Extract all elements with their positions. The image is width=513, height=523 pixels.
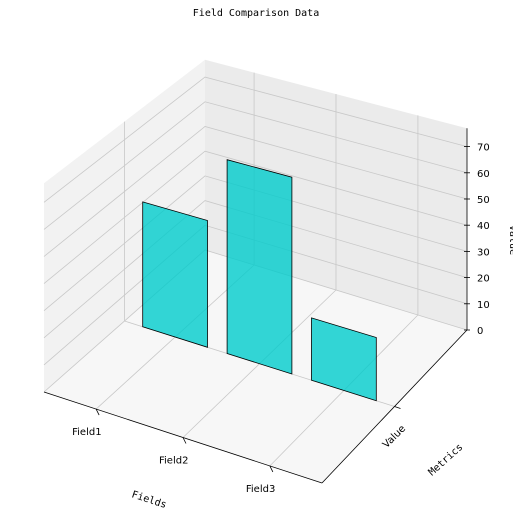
grid-line [43,126,468,257]
x-axis-label: Fields [130,489,168,511]
x-tick-label: Field3 [246,484,275,495]
y-tick [394,406,401,409]
y-axis [321,329,468,484]
bar [311,317,377,402]
y-axis-label: Metrics [427,442,466,478]
bar [142,201,208,348]
x-axis [43,391,323,484]
grid-line [43,76,468,203]
grid-line [43,150,468,284]
chart-title: Field Comparison Data [193,8,319,19]
z-tick-label: 40 [477,221,490,232]
z-tick-label: 20 [477,274,490,285]
z-tick-label: 70 [477,143,490,154]
grid-line [269,115,419,467]
x-tick [95,408,100,416]
grid-line [182,94,337,438]
z-tick-label: 30 [477,247,490,258]
grid-line [43,200,468,339]
z-tick-label: 60 [477,169,490,180]
z-tick-label: 10 [477,300,490,311]
z-tick-label: 0 [477,326,483,337]
z-tick-label: 50 [477,195,490,206]
grid-line [43,175,468,312]
grid-line [43,101,468,230]
x-tick [182,437,187,444]
grid-line [124,121,395,407]
y-tick-label: Value [381,423,408,450]
x-tick [269,465,274,473]
z-axis-label: Value [507,225,513,255]
x-tick-label: Field2 [159,456,188,467]
bar [226,159,293,375]
x-tick-label: Field1 [72,427,101,438]
